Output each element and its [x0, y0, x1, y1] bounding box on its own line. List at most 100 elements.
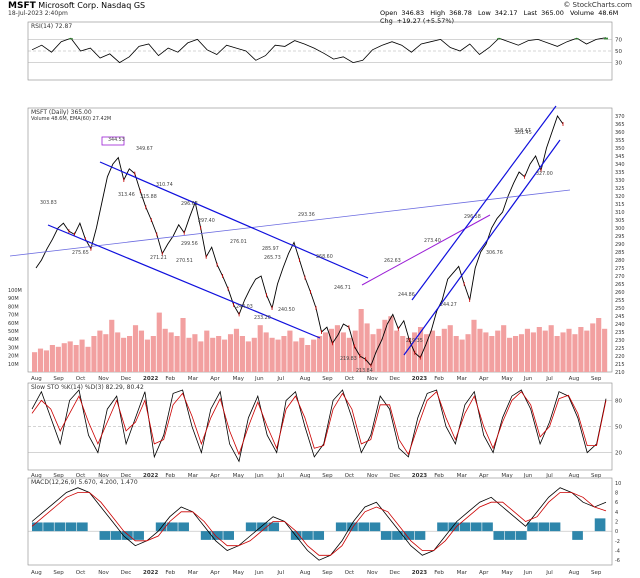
- macd-hist-bar: [437, 522, 448, 532]
- macd-hist-bar: [392, 531, 403, 540]
- volume-bar: [382, 319, 388, 372]
- volume-bar: [233, 328, 240, 372]
- volume-bar: [210, 337, 216, 372]
- volume-bar: [138, 330, 145, 372]
- volume-bar: [239, 336, 245, 372]
- macd-hist-bar: [347, 522, 358, 532]
- volume-bar: [530, 332, 536, 372]
- volume-bar: [340, 332, 346, 372]
- price-x-tick: Apr: [210, 376, 220, 382]
- volume-bar: [447, 325, 453, 372]
- price-tick-label: 290: [615, 242, 625, 248]
- price-annotation: 270.51: [176, 258, 193, 264]
- volume-bar: [115, 332, 121, 372]
- volume-bar: [501, 325, 507, 372]
- volume-bar: [346, 337, 352, 372]
- macd-x-tick: Sep: [591, 570, 602, 576]
- sto-tick-label: 80: [615, 398, 622, 404]
- price-tick-label: 275: [615, 266, 625, 272]
- price-annotation: 296.63: [181, 201, 198, 207]
- macd-tick-label: 0: [615, 529, 618, 535]
- volume-bar: [85, 346, 91, 372]
- price-annotation: 265.73: [264, 255, 281, 261]
- price-tick-label: 215: [615, 362, 625, 368]
- last-label: Last: [523, 9, 538, 17]
- macd-hist-bar: [459, 522, 471, 532]
- volume-bar: [67, 341, 73, 372]
- sto-x-tick: Oct: [76, 473, 86, 479]
- volume-bar: [352, 330, 358, 372]
- volume-bar: [596, 318, 602, 372]
- macd-hist-bar: [358, 522, 370, 532]
- volume-label: Volume: [570, 9, 595, 17]
- volume-bar: [364, 323, 370, 372]
- purple-trendline: [361, 214, 491, 286]
- price-x-tick: Apr: [479, 376, 489, 382]
- sto-d-line: [31, 390, 607, 456]
- rsi-overbought-fill: [68, 38, 73, 40]
- macd-x-tick: Oct: [76, 570, 86, 576]
- macd-x-tick: Dec: [121, 570, 132, 576]
- macd-hist-bar: [538, 522, 550, 532]
- price-x-tick: Mar: [457, 376, 468, 382]
- price-annotation: 271.21: [150, 255, 167, 261]
- sto-x-tick: Sep: [53, 473, 64, 479]
- macd-hist-bar: [335, 522, 347, 532]
- volume-tick-label: 90M: [8, 296, 19, 302]
- downtrend-channel-upper: [99, 161, 369, 279]
- sto-x-tick: Apr: [210, 473, 220, 479]
- macd-x-tick: Feb: [434, 570, 444, 576]
- macd-x-tick: Aug: [31, 570, 42, 576]
- price-tick-label: 255: [615, 298, 625, 304]
- price-annotation: 299.56: [181, 241, 198, 247]
- price-tick-label: 330: [615, 178, 625, 184]
- macd-x-tick: May: [233, 570, 245, 576]
- macd-hist-bar: [133, 531, 144, 540]
- macd-tick-label: 4: [615, 510, 618, 516]
- volume-bar: [37, 348, 44, 372]
- volume-bar: [358, 309, 364, 372]
- macd-hist-bar: [110, 531, 122, 540]
- macd-x-tick: Aug: [569, 570, 580, 576]
- sto-x-tick: Jun: [254, 473, 264, 479]
- volume-bar: [275, 339, 281, 372]
- macd-tick-label: -6: [615, 558, 620, 564]
- macd-tick-label: 8: [615, 491, 618, 497]
- price-x-tick: Oct: [345, 376, 355, 382]
- price-stats: Open 346.83 High 368.78 Low 342.17 Last 365.…: [380, 9, 640, 25]
- price-tick-label: 265: [615, 282, 625, 288]
- price-annotation: 306.76: [486, 250, 503, 256]
- price-tick-label: 230: [615, 338, 625, 344]
- macd-x-tick: Nov: [367, 570, 378, 576]
- price-annotation: 244.86: [398, 292, 415, 298]
- macd-hist-bar: [223, 531, 234, 540]
- date-label: 18-Jul-2023 2:40pm: [8, 10, 68, 17]
- volume-bar: [518, 334, 525, 372]
- macd-tick-label: 2: [615, 520, 618, 526]
- high-value: 368.78: [449, 9, 472, 17]
- sto-x-tick: Dec: [389, 473, 400, 479]
- price-title: MSFT (Daily) 365.00: [31, 109, 92, 116]
- volume-bar: [441, 328, 447, 372]
- downtrend-channel-lower: [47, 224, 321, 339]
- high-label: High: [430, 9, 446, 17]
- price-x-tick: Sep: [322, 376, 333, 382]
- price-x-tick: Jul: [545, 376, 553, 382]
- volume-bar: [49, 345, 55, 372]
- macd-x-tick: Aug: [300, 570, 311, 576]
- sto-x-tick: Apr: [479, 473, 489, 479]
- volume-bar: [495, 330, 501, 372]
- price-annotation: 244.27: [440, 302, 457, 308]
- price-tick-label: 370: [615, 114, 625, 120]
- price-annotation: 246.71: [334, 285, 351, 291]
- macd-panel-frame: [27, 477, 613, 566]
- macd-x-tick: Sep: [53, 570, 64, 576]
- macd-hist-bar: [268, 522, 280, 532]
- uptrend-channel-upper: [411, 105, 557, 301]
- macd-x-tick: Mar: [188, 570, 199, 576]
- sto-x-tick: May: [233, 473, 245, 479]
- macd-x-tick: Jun: [523, 570, 533, 576]
- sto-x-tick: 2023: [412, 473, 427, 479]
- sto-x-tick: Feb: [165, 473, 175, 479]
